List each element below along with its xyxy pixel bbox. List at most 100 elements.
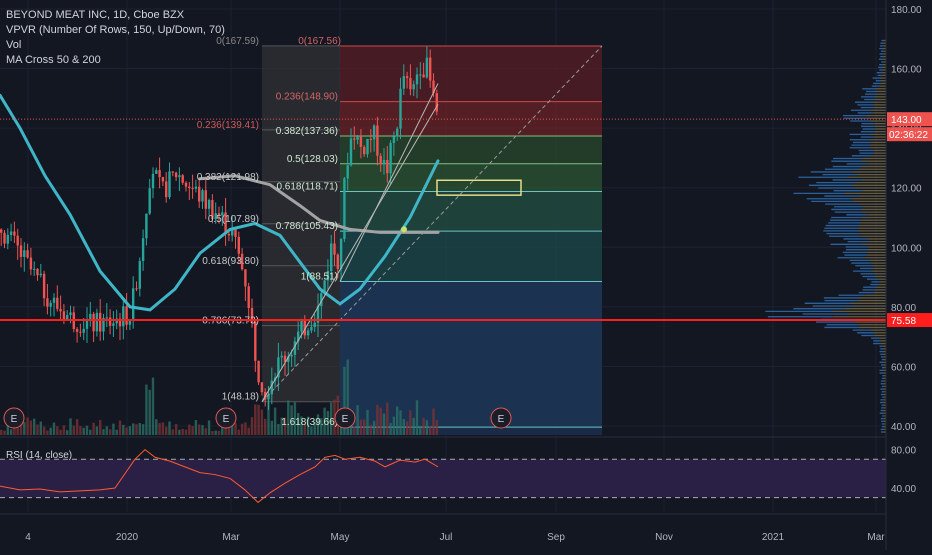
volume-bar: [102, 429, 105, 435]
fib-left-label: 0.618(93.80): [202, 256, 259, 267]
symbol-title[interactable]: BEYOND MEAT INC, 1D, Cboe BZX: [6, 9, 185, 21]
volume-bar: [363, 419, 366, 435]
candle-body: [85, 320, 89, 329]
candle-body: [267, 394, 270, 400]
candle-body: [346, 165, 349, 179]
candle-body: [290, 354, 293, 357]
candle-body: [141, 238, 145, 262]
candle-body: [429, 57, 432, 81]
candle-body: [82, 328, 85, 333]
candle-body: [240, 253, 244, 270]
volume-bar: [128, 426, 132, 435]
volume-bar: [316, 414, 320, 435]
volume-bar: [75, 419, 79, 435]
volume-bar: [62, 425, 66, 435]
volume-bar: [353, 426, 356, 435]
fib-band: [340, 135, 602, 164]
candle-body: [257, 360, 260, 383]
volume-bar: [320, 418, 323, 435]
volume-bar: [194, 420, 198, 435]
volume-bar: [231, 425, 234, 435]
time-tick-label: 4: [25, 532, 31, 543]
volume-bar: [419, 425, 422, 435]
candle-body: [92, 313, 95, 332]
candle-body: [62, 311, 66, 321]
fib-right-label: 0.786(105.43): [276, 221, 338, 232]
candle-body: [316, 306, 320, 323]
candle-body: [303, 320, 306, 336]
volume-bar: [165, 426, 168, 435]
candle-body: [336, 254, 339, 269]
volume-bar: [99, 419, 102, 435]
candle-body: [300, 320, 303, 332]
candle-body: [283, 355, 287, 362]
volume-bar: [379, 407, 382, 435]
volume-bar: [72, 425, 75, 435]
candle-body: [369, 138, 372, 140]
ma200-line: [198, 174, 440, 234]
price-tick-label: 100.00: [891, 243, 922, 254]
candle-body: [95, 312, 99, 332]
candle-body: [171, 171, 174, 173]
candle-body: [389, 142, 392, 174]
volume-bar: [297, 413, 300, 435]
candle-body: [415, 74, 419, 85]
volume-bar: [158, 423, 161, 435]
volume-bar: [244, 422, 247, 435]
volume-bar: [273, 407, 277, 435]
candle-body: [376, 125, 379, 156]
chart-legend: BEYOND MEAT INC, 1D, Cboe BZX VPVR (Numb…: [6, 8, 225, 68]
volume-bar: [66, 430, 69, 435]
candle-body: [297, 331, 300, 342]
volume-bar: [303, 423, 306, 435]
candle-body: [178, 175, 181, 178]
candle-body: [79, 331, 82, 333]
volume-bar: [382, 413, 386, 435]
rsi-label: RSI (14, close): [6, 450, 72, 461]
candle-body: [326, 270, 330, 281]
indicator-ma-label[interactable]: MA Cross 50 & 200: [6, 54, 101, 66]
candle-body: [6, 234, 9, 244]
volume-bar: [346, 359, 349, 435]
volume-bar: [108, 429, 112, 435]
candle-body: [36, 268, 39, 276]
ma50-line: [0, 93, 440, 312]
candle-body: [138, 261, 141, 289]
volume-bar: [135, 424, 138, 435]
trend-line: [339, 83, 439, 282]
volume-bar: [122, 424, 125, 435]
indicator-vol-label[interactable]: Vol: [6, 39, 22, 51]
volume-bar: [405, 421, 409, 435]
volume-bar: [95, 426, 99, 435]
candle-body: [49, 302, 52, 307]
volume-bar: [92, 422, 95, 435]
candle-body: [9, 231, 13, 235]
volume-bar: [174, 424, 178, 435]
candle-body: [277, 357, 280, 378]
indicator-vpvr-label[interactable]: VPVR (Number Of Rows, 150, Up/Down, 70): [6, 24, 225, 36]
candle-body: [75, 328, 79, 332]
volume-bar: [49, 427, 52, 435]
volume-bar: [181, 428, 184, 435]
volume-bar: [138, 423, 141, 435]
candle-body: [165, 181, 168, 198]
price-tick-label: 180.00: [891, 5, 922, 16]
volume-bar: [26, 417, 29, 435]
volume-bar: [280, 417, 283, 435]
candle-body: [145, 213, 148, 239]
candle-body: [29, 257, 33, 270]
candle-body: [214, 213, 217, 220]
candle-body: [306, 330, 310, 336]
volume-bar: [115, 429, 118, 435]
volume-bar: [267, 400, 270, 435]
candle-body: [287, 356, 290, 362]
volume-bar: [389, 423, 392, 435]
candle-body: [363, 146, 366, 155]
volume-bar: [56, 426, 59, 435]
fib-band: [340, 46, 602, 102]
candle-body: [293, 341, 297, 355]
candle-body: [158, 170, 161, 178]
volume-bar: [201, 425, 204, 435]
